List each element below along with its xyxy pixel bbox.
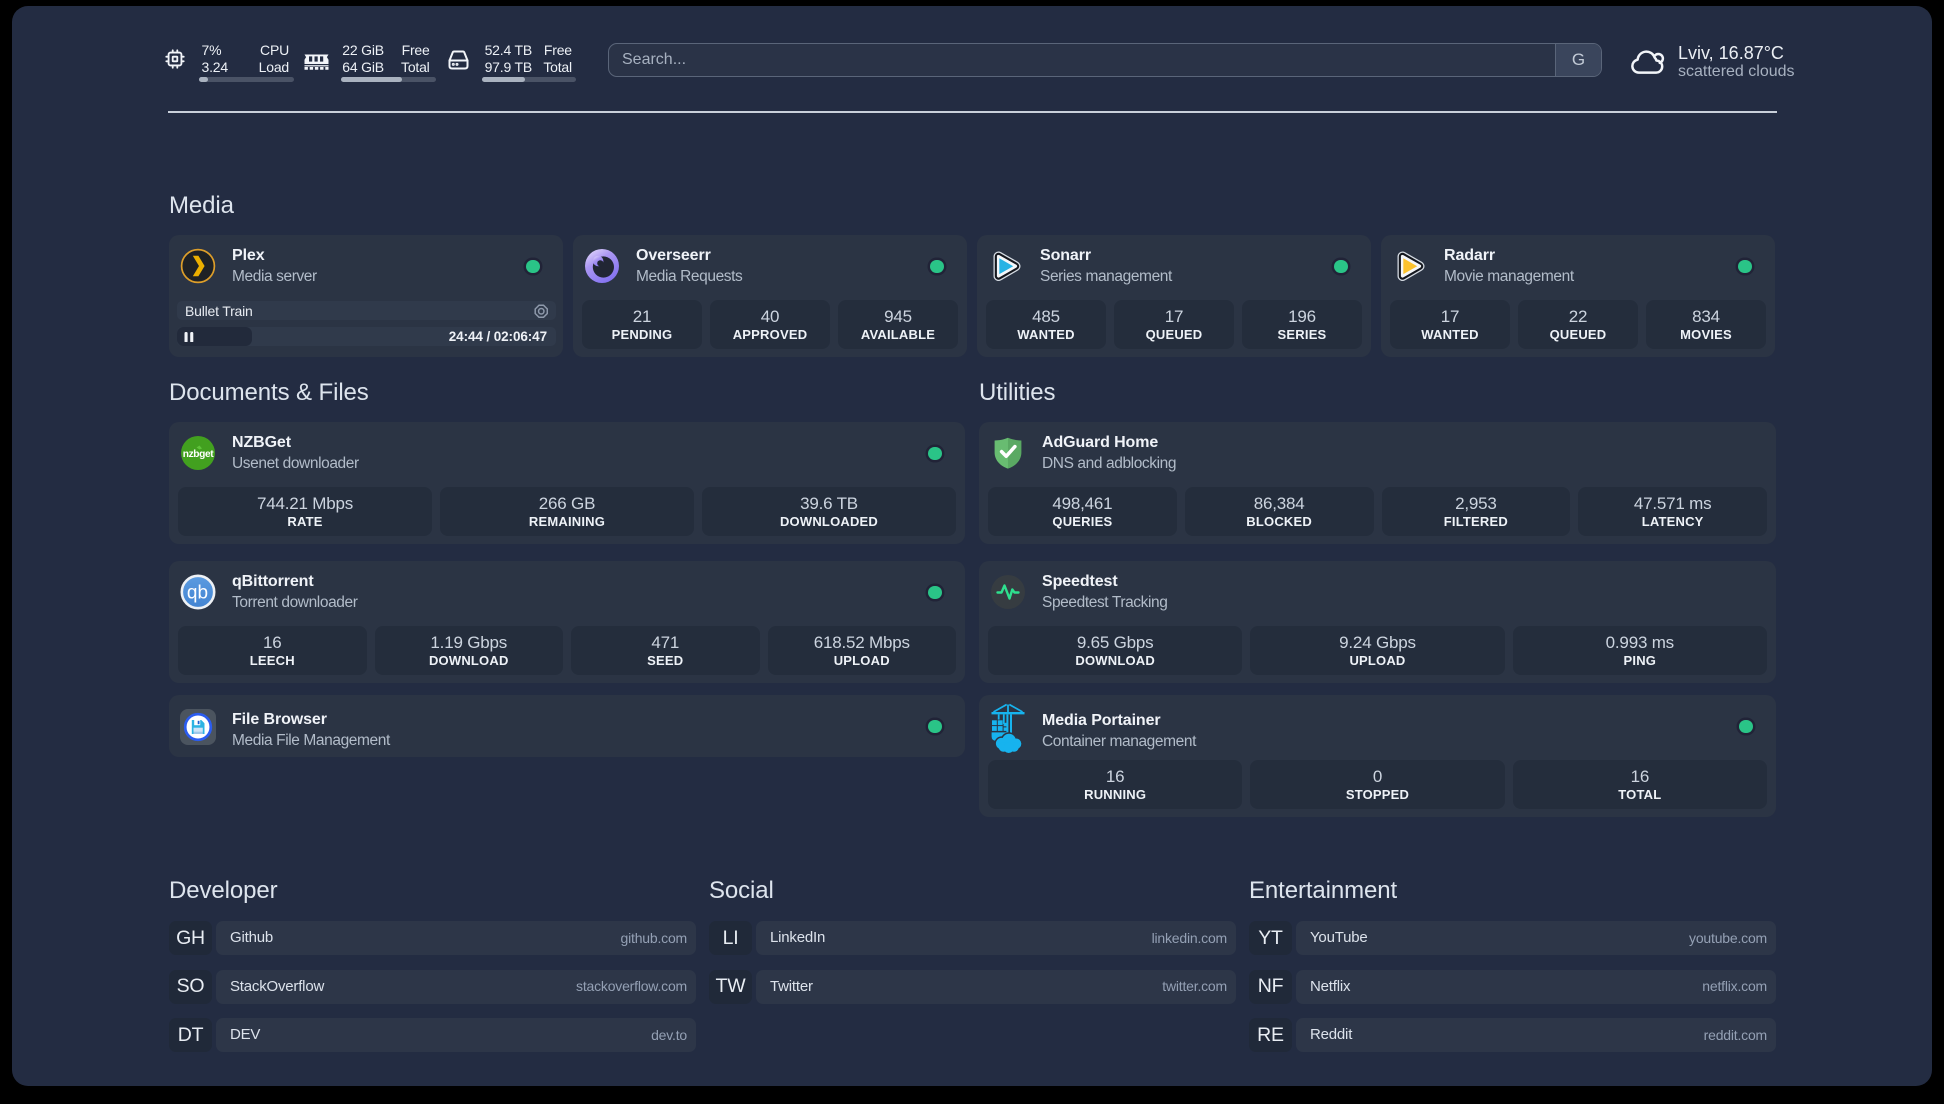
svg-text:qb: qb bbox=[187, 582, 208, 603]
svg-text:nzbget: nzbget bbox=[183, 448, 214, 459]
